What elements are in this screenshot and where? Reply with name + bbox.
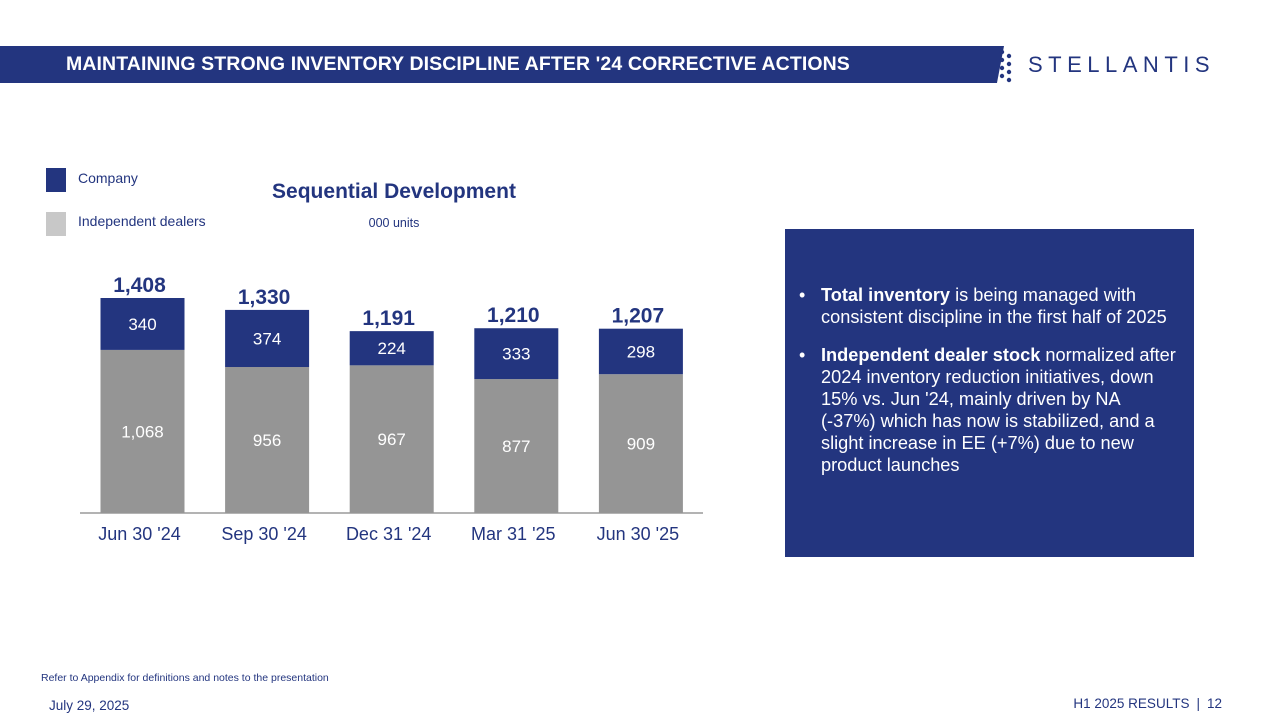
x-tick-label: Sep 30 '24 — [221, 524, 307, 544]
data-label-independent-dealers: 877 — [502, 437, 530, 456]
commentary-panel: Total inventory is being managed with co… — [785, 229, 1194, 557]
bar-independent-dealers — [225, 367, 310, 513]
x-tick-label: Jun 30 '24 — [98, 524, 181, 544]
data-label-total: 1,191 — [362, 307, 415, 330]
footer-separator: | — [1196, 696, 1200, 711]
bullet-item: Independent dealer stock normalized afte… — [799, 344, 1176, 476]
data-label-total: 1,408 — [113, 274, 166, 297]
bar-independent-dealers — [598, 374, 683, 513]
header-bar — [0, 46, 1004, 83]
data-label-company: 224 — [378, 339, 406, 358]
bar-company — [598, 328, 683, 375]
bullet-text: is being managed with consistent discipl… — [821, 285, 1167, 327]
footer-date: July 29, 2025 — [49, 698, 130, 713]
stellantis-logo: STELLANTIS — [1028, 52, 1216, 77]
bar-independent-dealers — [100, 349, 185, 513]
data-label-total: 1,210 — [487, 304, 540, 327]
data-label-independent-dealers: 1,068 — [121, 422, 164, 441]
footer-page-info: H1 2025 RESULTS | 12 — [1073, 696, 1222, 711]
bullet-bold-text: Independent dealer stock — [821, 345, 1041, 365]
stellantis-logo-dots-icon — [999, 49, 1012, 83]
bar-company — [349, 331, 434, 366]
data-label-independent-dealers: 909 — [627, 435, 655, 454]
bar-independent-dealers — [474, 379, 559, 513]
data-label-independent-dealers: 967 — [378, 430, 406, 449]
legend-swatch-independent-dealers — [46, 212, 66, 236]
x-tick-label: Dec 31 '24 — [346, 524, 432, 544]
legend-label-independent-dealers: Independent dealers — [78, 213, 206, 229]
legend-swatch-company — [46, 168, 66, 192]
data-label-independent-dealers: 956 — [253, 431, 281, 450]
footer-section: H1 2025 RESULTS — [1073, 696, 1190, 711]
data-label-total: 1,207 — [612, 305, 665, 328]
data-label-company: 374 — [253, 329, 281, 348]
data-label-total: 1,330 — [238, 286, 291, 309]
footnote: Refer to Appendix for definitions and no… — [41, 672, 329, 684]
data-label-company: 340 — [128, 315, 156, 334]
data-label-company: 333 — [502, 345, 530, 364]
page-title: MAINTAINING STRONG INVENTORY DISCIPLINE … — [66, 53, 850, 75]
data-label-company: 298 — [627, 342, 655, 361]
bar-company — [474, 328, 559, 380]
page-number: 12 — [1206, 696, 1222, 711]
x-tick-label: Jun 30 '25 — [597, 524, 680, 544]
bar-independent-dealers — [349, 365, 434, 513]
chart-subtitle: 000 units — [368, 216, 420, 230]
bullet-bold-text: Total inventory — [821, 285, 951, 305]
chart-title: Sequential Development — [272, 180, 516, 203]
stacked-bar-chart: 1,068 340 1,408 Jun 30 '24 956 374 1,330 Sep 30… — [80, 274, 703, 544]
bar-company — [225, 309, 310, 368]
bullet-item: Total inventory is being managed with co… — [799, 284, 1176, 328]
x-tick-label: Mar 31 '25 — [471, 524, 555, 544]
bar-company — [100, 298, 185, 350]
bullet-text: normalized after 2024 inventory reductio… — [821, 345, 1176, 475]
legend-label-company: Company — [78, 170, 138, 186]
